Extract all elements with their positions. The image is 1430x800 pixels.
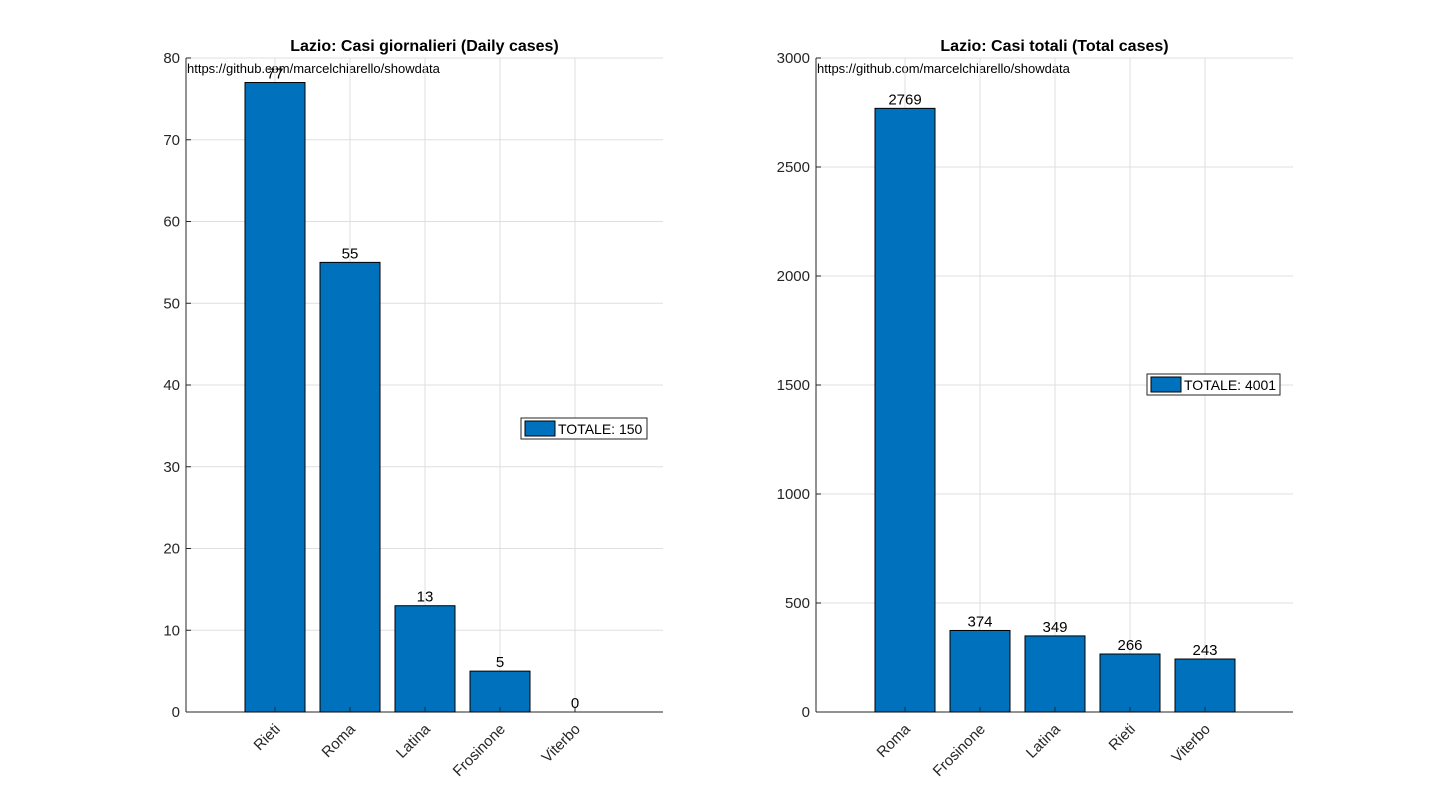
data-label: 2769 — [888, 91, 921, 108]
y-tick-label: 60 — [163, 214, 180, 231]
daily-cases-chart: Lazio: Casi giornalieri (Daily cases) ht… — [163, 38, 663, 780]
category-label: Frosinone — [930, 721, 989, 780]
bar — [394, 605, 456, 713]
y-tick-label: 2000 — [777, 268, 810, 285]
y-tick-label: 80 — [163, 50, 180, 67]
category-label: Viterbo — [1168, 721, 1213, 766]
y-tick-label: 50 — [163, 295, 180, 312]
category-label: Rieti — [1106, 721, 1139, 754]
category-label: Frosinone — [450, 721, 509, 780]
chart-title: Lazio: Casi giornalieri (Daily cases) — [290, 38, 559, 55]
bar — [949, 629, 1011, 713]
category-label: Latina — [393, 720, 434, 761]
y-tick-label: 3000 — [777, 50, 810, 67]
category-label: Viterbo — [538, 721, 583, 766]
data-label: 77 — [267, 66, 284, 83]
watermark-url: https://github.com/marcelchiarello/showd… — [817, 61, 1071, 76]
category-label: Rieti — [251, 721, 284, 754]
bar — [1174, 658, 1236, 713]
data-label: 0 — [571, 695, 579, 712]
total-cases-chart: Lazio: Casi totali (Total cases) https:/… — [777, 38, 1293, 780]
y-tick-label: 0 — [172, 704, 180, 721]
legend: TOTALE: 4001 — [1146, 373, 1281, 396]
y-tick-label: 20 — [163, 541, 180, 558]
y-tick-label: 1500 — [777, 377, 810, 394]
data-label: 266 — [1117, 637, 1142, 654]
category-label: Latina — [1023, 720, 1064, 761]
legend: TOTALE: 150 — [520, 417, 648, 440]
data-label: 13 — [417, 589, 434, 606]
y-tick-label: 0 — [802, 704, 810, 721]
legend-swatch — [524, 420, 556, 437]
bar — [469, 670, 531, 713]
legend-label: TOTALE: 4001 — [1184, 377, 1276, 393]
legend-label: TOTALE: 150 — [558, 421, 643, 437]
bar — [244, 82, 306, 713]
bar — [1099, 653, 1161, 713]
data-label: 349 — [1042, 619, 1067, 636]
y-tick-label: 10 — [163, 622, 180, 639]
legend-swatch — [1150, 376, 1182, 393]
y-tick-label: 500 — [785, 595, 810, 612]
y-tick-label: 70 — [163, 132, 180, 149]
data-label: 55 — [342, 245, 359, 262]
data-label: 5 — [496, 654, 504, 671]
y-tick-label: 1000 — [777, 486, 810, 503]
y-tick-label: 40 — [163, 377, 180, 394]
bar — [319, 261, 381, 713]
y-tick-label: 2500 — [777, 159, 810, 176]
y-tick-label: 30 — [163, 459, 180, 476]
data-label: 243 — [1192, 642, 1217, 659]
category-label: Roma — [874, 720, 915, 761]
category-label: Roma — [319, 720, 360, 761]
chart-title: Lazio: Casi totali (Total cases) — [940, 38, 1168, 55]
bar — [874, 107, 936, 713]
bar — [1024, 635, 1086, 713]
data-label: 374 — [967, 613, 992, 630]
watermark-url: https://github.com/marcelchiarello/showd… — [187, 61, 441, 76]
